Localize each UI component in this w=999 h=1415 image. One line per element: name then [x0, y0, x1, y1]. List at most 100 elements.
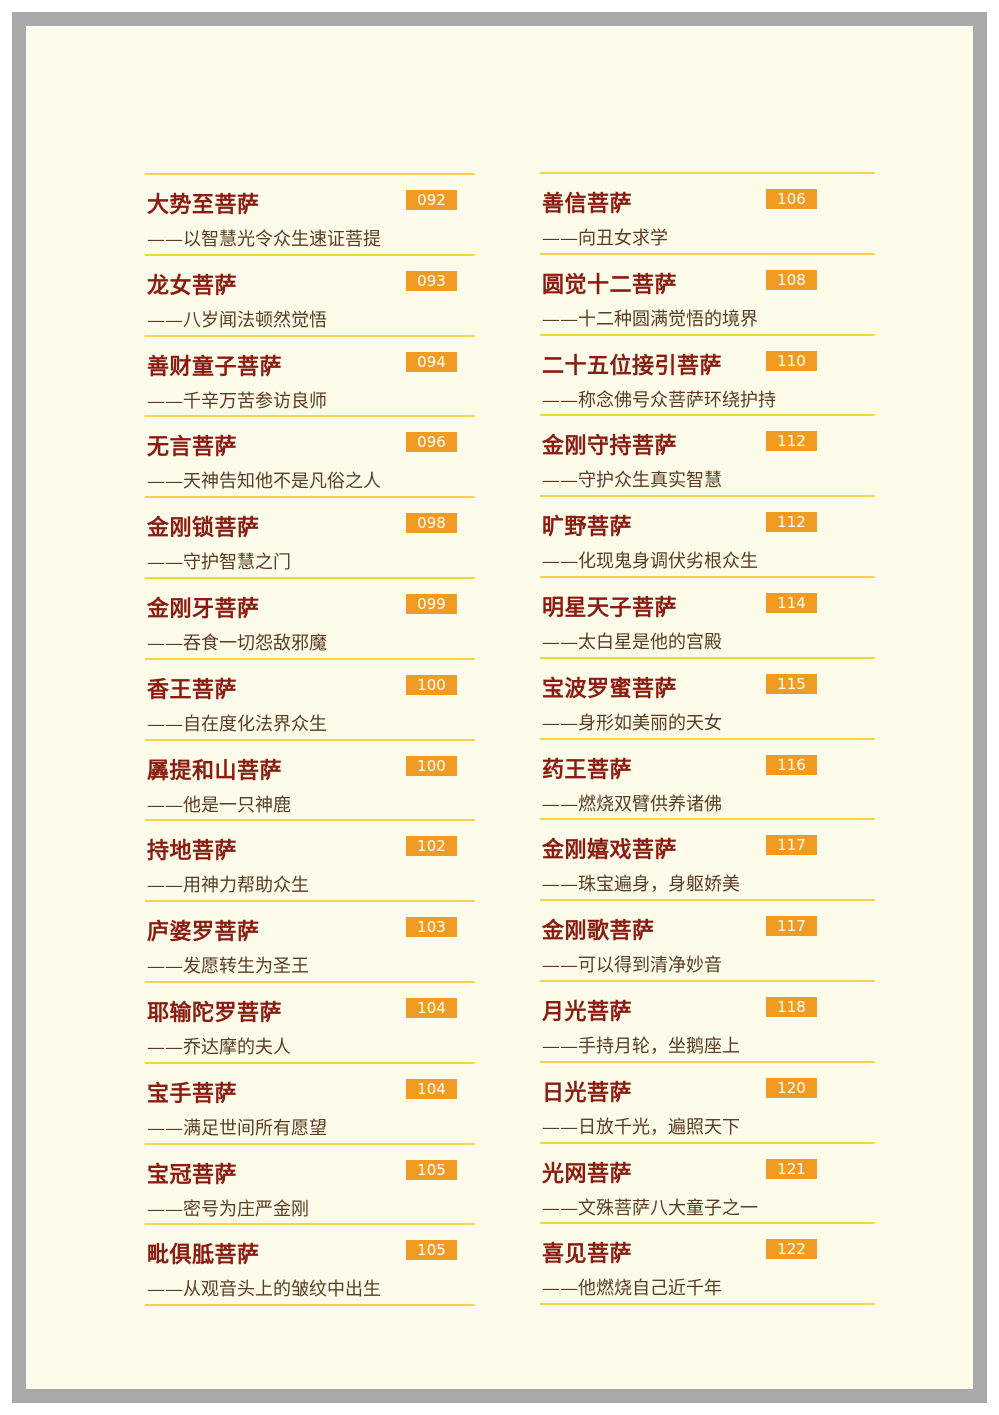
entry-title[interactable]: 金刚嬉戏菩萨 [542, 838, 678, 864]
page-number-badge: 103 [406, 917, 457, 938]
entry-title[interactable]: 药王菩萨 [542, 757, 633, 783]
entry-subtitle: ——守护智慧之门 [147, 552, 291, 574]
entry-title[interactable]: 二十五位接引菩萨 [542, 353, 723, 379]
entry-title[interactable]: 旷野菩萨 [542, 515, 633, 541]
toc-entry[interactable]: 宝波罗蜜菩萨 115 ——身形如美丽的天女 [540, 656, 875, 738]
toc-entry[interactable]: 光网菩萨 121 ——文殊菩萨八大童子之一 [540, 1141, 875, 1223]
entry-subtitle: ——日放千光，遍照天下 [542, 1116, 740, 1138]
page-number-badge: 114 [766, 592, 817, 613]
entry-title[interactable]: 持地菩萨 [147, 839, 238, 865]
entry-subtitle: ——燃烧双臂供养诸佛 [542, 793, 722, 815]
page-number-badge: 105 [406, 1240, 457, 1261]
toc-entry[interactable]: 金刚锁菩萨 098 ——守护智慧之门 [145, 496, 475, 577]
toc-entry[interactable]: 宝手菩萨 104 ——满足世间所有愿望 [145, 1061, 475, 1143]
page-number-badge: 100 [406, 755, 457, 776]
entry-subtitle: ——乔达摩的夫人 [147, 1036, 291, 1058]
entry-title[interactable]: 圆觉十二菩萨 [542, 272, 678, 298]
entry-title[interactable]: 善财童子菩萨 [147, 354, 283, 380]
page-number-badge: 112 [766, 431, 817, 452]
page-number-badge: 110 [766, 350, 817, 371]
entry-title[interactable]: 毗俱胝菩萨 [147, 1243, 260, 1269]
entry-subtitle: ——发愿转生为圣王 [147, 956, 309, 978]
toc-entry[interactable]: 药王菩萨 116 ——燃烧双臂供养诸佛 [540, 737, 875, 819]
entry-title[interactable]: 喜见菩萨 [542, 1242, 633, 1268]
entry-subtitle: ——满足世间所有愿望 [147, 1117, 327, 1139]
toc-entry[interactable]: 耶输陀罗菩萨 104 ——乔达摩的夫人 [145, 980, 475, 1062]
page-number-badge: 104 [406, 997, 457, 1018]
toc-entry[interactable]: 圆觉十二菩萨 108 ——十二种圆满觉悟的境界 [540, 252, 875, 334]
page-number-badge: 112 [766, 512, 817, 533]
entry-subtitle: ——身形如美丽的天女 [542, 712, 722, 734]
toc-entry[interactable]: 金刚歌菩萨 117 ——可以得到清净妙音 [540, 899, 875, 980]
toc-entry[interactable]: 大势至菩萨 092 ——以智慧光令众生速证菩提 [145, 173, 475, 254]
entry-title[interactable]: 龙女菩萨 [147, 273, 238, 299]
page-number-badge: 106 [766, 189, 817, 209]
toc-entry[interactable]: 善财童子菩萨 094 ——千辛万苦参访良师 [145, 334, 475, 416]
entry-subtitle: ——向丑女求学 [542, 228, 668, 249]
entry-title[interactable]: 无言菩萨 [147, 435, 238, 461]
toc-entry[interactable]: 香王菩萨 100 ——自在度化法界众生 [145, 657, 475, 739]
entry-title[interactable]: 善信菩萨 [542, 192, 633, 217]
page-number-badge: 099 [406, 593, 457, 614]
page-number-badge: 121 [766, 1158, 817, 1179]
divider [145, 1304, 475, 1307]
entry-title[interactable]: 宝波罗蜜菩萨 [542, 676, 678, 702]
toc-entry[interactable]: 宝冠菩萨 105 ——密号为庄严金刚 [145, 1142, 475, 1224]
entry-title[interactable]: 光网菩萨 [542, 1161, 633, 1187]
entry-subtitle: ——千辛万苦参访良师 [147, 390, 327, 412]
page-number-badge: 098 [406, 513, 457, 534]
toc-entry[interactable]: 庐婆罗菩萨 103 ——发愿转生为圣王 [145, 900, 475, 981]
entry-title[interactable]: 宝冠菩萨 [147, 1162, 238, 1188]
entry-subtitle: ——守护众生真实智慧 [542, 470, 722, 492]
entry-title[interactable]: 月光菩萨 [542, 999, 633, 1025]
page-number-badge: 092 [406, 190, 457, 210]
toc-entry[interactable]: 持地菩萨 102 ——用神力帮助众生 [145, 819, 475, 900]
page-number-badge: 102 [406, 836, 457, 857]
entry-title[interactable]: 庐婆罗菩萨 [147, 920, 260, 946]
page-number-badge: 117 [766, 916, 817, 937]
entry-subtitle: ——手持月轮，坐鹅座上 [542, 1035, 740, 1057]
toc-entry[interactable]: 喜见菩萨 122 ——他燃烧自己近千年 [540, 1222, 875, 1303]
toc-entry[interactable]: 金刚守持菩萨 112 ——守护众生真实智慧 [540, 414, 875, 495]
entry-subtitle: ——可以得到清净妙音 [542, 955, 722, 977]
entry-subtitle: ——化现鬼身调伏劣根众生 [542, 551, 758, 573]
page-number-badge: 094 [406, 351, 457, 372]
entry-subtitle: ——八岁闻法顿然觉悟 [147, 309, 327, 331]
entry-title[interactable]: 明星天子菩萨 [542, 595, 678, 621]
toc-entry[interactable]: 明星天子菩萨 114 ——太白星是他的宫殿 [540, 575, 875, 657]
entry-title[interactable]: 金刚守持菩萨 [542, 434, 678, 460]
page-number-badge: 117 [766, 835, 817, 856]
page-number-badge: 116 [766, 754, 817, 775]
toc-entry[interactable]: 日光菩萨 120 ——日放千光，遍照天下 [540, 1060, 875, 1142]
entry-title[interactable]: 香王菩萨 [147, 677, 238, 703]
entry-subtitle: ——用神力帮助众生 [147, 875, 309, 897]
page-number-badge: 108 [766, 269, 817, 290]
entry-subtitle: ——文殊菩萨八大童子之一 [542, 1197, 758, 1219]
toc-entry[interactable]: 旷野菩萨 112 ——化现鬼身调伏劣根众生 [540, 495, 875, 576]
entry-title[interactable]: 金刚锁菩萨 [147, 516, 260, 542]
toc-entry[interactable]: 金刚嬉戏菩萨 117 ——珠宝遍身，身躯娇美 [540, 818, 875, 899]
entry-title[interactable]: 日光菩萨 [542, 1080, 633, 1106]
page-number-badge: 096 [406, 432, 457, 453]
entry-title[interactable]: 金刚牙菩萨 [147, 596, 260, 622]
entry-title[interactable]: 大势至菩萨 [147, 193, 260, 218]
toc-right-column: 善信菩萨 106 ——向丑女求学 圆觉十二菩萨 108 ——十二种圆满觉悟的境界二… [540, 172, 875, 1306]
entry-title[interactable]: 耶输陀罗菩萨 [147, 1000, 283, 1026]
toc-entry[interactable]: 无言菩萨 096 ——天神告知他不是凡俗之人 [145, 415, 475, 496]
toc-entry[interactable]: 金刚牙菩萨 099 ——吞食一切怨敌邪魔 [145, 576, 475, 658]
entry-subtitle: ——珠宝遍身，身躯娇美 [542, 874, 740, 896]
toc-entry[interactable]: 羼提和山菩萨 100 ——他是一只神鹿 [145, 738, 475, 820]
divider [540, 1303, 875, 1306]
page-number-badge: 120 [766, 1077, 817, 1098]
toc-entry[interactable]: 月光菩萨 118 ——手持月轮，坐鹅座上 [540, 979, 875, 1061]
toc-entry[interactable]: 善信菩萨 106 ——向丑女求学 [540, 172, 875, 253]
toc-entry[interactable]: 二十五位接引菩萨 110 ——称念佛号众菩萨环绕护持 [540, 333, 875, 415]
entry-subtitle: ——密号为庄严金刚 [147, 1198, 309, 1220]
page-number-badge: 118 [766, 996, 817, 1017]
toc-entry[interactable]: 龙女菩萨 093 ——八岁闻法顿然觉悟 [145, 253, 475, 335]
entry-title[interactable]: 金刚歌菩萨 [542, 919, 655, 945]
entry-title[interactable]: 宝手菩萨 [147, 1081, 238, 1107]
entry-title[interactable]: 羼提和山菩萨 [147, 758, 283, 784]
page-number-badge: 104 [406, 1078, 457, 1099]
toc-entry[interactable]: 毗俱胝菩萨 105 ——从观音头上的皱纹中出生 [145, 1223, 475, 1304]
